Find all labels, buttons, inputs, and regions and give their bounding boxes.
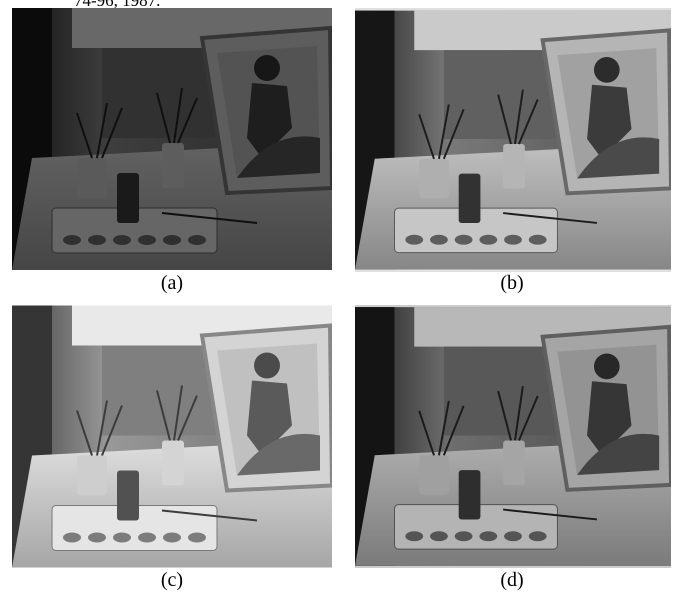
image-b — [355, 8, 671, 272]
image-d — [355, 305, 671, 568]
caption: (a) — [142, 272, 202, 295]
caption: (c) — [142, 569, 202, 592]
caption: (b) — [482, 272, 542, 295]
page: 74-96, 1987. (a) (b) (c) (d) — [0, 0, 683, 594]
caption: (d) — [482, 569, 542, 592]
image-a — [12, 8, 332, 270]
image-c — [12, 305, 332, 568]
